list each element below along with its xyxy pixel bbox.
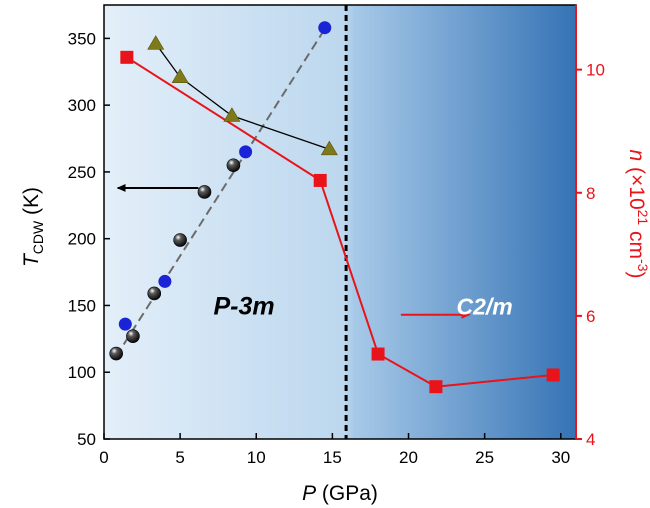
point-black-5 [226,158,241,173]
point-black-3 [173,233,187,247]
left-y-axis-label: TCDW (K) [20,187,46,267]
y-left-tick-label-350: 350 [68,29,96,48]
point-black-2 [147,286,162,301]
y-left-tick-label-100: 100 [68,363,96,382]
trend-line [115,28,326,357]
x-tick-label-30: 30 [551,448,570,467]
x-tick-label-5: 5 [175,448,184,467]
y-left-tick-label-50: 50 [77,430,96,449]
y-right-tick-label-8: 8 [586,184,595,203]
point-red-2 [371,347,385,361]
point-red-0 [120,50,134,64]
y-left-tick-label-150: 150 [68,296,96,315]
point-black-4 [197,185,212,199]
y-right-tick-label-4: 4 [586,430,595,449]
region-label-c2m: C2/m [457,293,513,319]
point-blue-3 [318,21,332,35]
y-left-tick-label-250: 250 [68,163,96,182]
y-right-tick-label-10: 10 [586,61,605,80]
point-black-1 [126,329,140,343]
y-left-tick-label-200: 200 [68,230,96,249]
point-triangle-1 [171,68,189,84]
region-label-p3m: P-3m [214,292,275,320]
point-blue-2 [239,145,253,159]
series-line-olive-triangle [155,43,330,150]
x-tick-label-25: 25 [475,448,494,467]
point-blue-1 [158,274,172,288]
y-right-tick-label-6: 6 [586,307,595,326]
x-tick-label-15: 15 [323,448,342,467]
point-black-0 [109,346,123,361]
x-tick-label-20: 20 [399,448,418,467]
right-y-axis-label: n (×1021 cm-3) [625,150,650,279]
point-blue-0 [118,317,132,331]
x-tick-label-10: 10 [247,448,266,467]
x-axis-label: P (GPa) [302,482,378,505]
point-triangle-3 [320,140,338,156]
point-triangle-0 [147,35,165,50]
point-red-4 [546,368,560,382]
y-left-tick-label-300: 300 [68,96,96,115]
point-triangle-2 [223,107,241,122]
point-red-1 [313,173,327,187]
x-tick-label-0: 0 [99,448,108,467]
point-red-3 [429,380,443,394]
